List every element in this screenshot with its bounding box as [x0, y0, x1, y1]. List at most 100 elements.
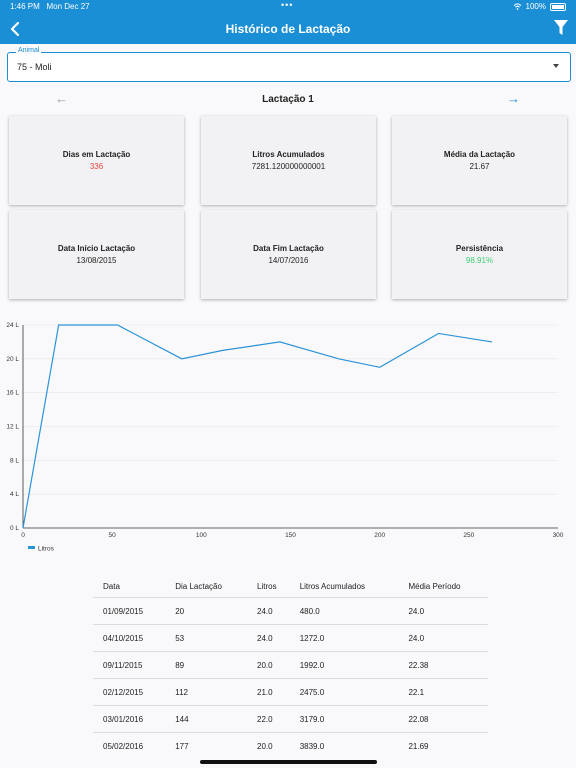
wifi-icon: [513, 3, 521, 10]
chevron-down-icon[interactable]: [553, 64, 559, 68]
lactation-table: Data Dia Lactação Litros Litros Acumulados M…: [93, 575, 488, 759]
series-line-litros: [22, 324, 493, 529]
table-row: 03/01/2016 144 22.0 3179.0 22.08: [93, 705, 488, 733]
card-title: Dias em Lactação: [62, 150, 131, 159]
card-data-inicio: Data Início Lactação 13/08/2015: [9, 210, 184, 299]
table-cell: 22.1: [398, 678, 488, 706]
animal-select-label: Animal: [16, 47, 42, 54]
chevron-left-icon[interactable]: [6, 18, 26, 40]
table-header-cell: Litros Acumulados: [299, 581, 366, 591]
x-tick-label: 300: [553, 532, 564, 539]
table-row: 05/02/2016 177 20.0 3839.0 21.69: [93, 732, 488, 759]
table-cell: 20.0: [247, 651, 290, 679]
y-tick-label: 12 L: [6, 424, 19, 431]
table-cell: 22.38: [398, 651, 488, 679]
y-tick-label: 24 L: [6, 322, 19, 329]
status-time: 1:46 PM: [10, 2, 40, 11]
table-row: 02/12/2015 112 21.0 2475.0 22.1: [93, 678, 488, 706]
y-tick-label: 16 L: [6, 390, 19, 397]
status-bar: 1:46 PM Mon Dec 27 ••• 100%: [0, 0, 576, 14]
table-cell: 53: [165, 624, 248, 652]
x-tick-label: 250: [463, 532, 474, 539]
table-header-cell: Média Período: [408, 581, 461, 591]
x-tick-label: 200: [374, 532, 385, 539]
y-tick-label: 4 L: [10, 491, 19, 498]
legend-label-litros: Litros: [38, 546, 55, 553]
status-time-date: 1:46 PM Mon Dec 27: [10, 2, 90, 11]
arrow-right-icon[interactable]: →: [507, 91, 520, 106]
table-cell: 20.0: [247, 732, 290, 759]
table-row: 04/10/2015 53 24.0 1272.0 24.0: [93, 624, 488, 652]
lactation-title: Lactação 1: [262, 94, 314, 105]
table-cell: 20: [165, 597, 248, 625]
table-cell: 144: [165, 705, 248, 733]
card-title: Média da Lactação: [443, 150, 516, 159]
legend-swatch-litros: [28, 546, 35, 549]
table-cell: 112: [165, 678, 248, 706]
table-cell: 1272.0: [289, 624, 399, 652]
table-cell: 03/01/2016: [93, 705, 166, 733]
table-cell: 21.0: [247, 678, 290, 706]
x-tick-label: 150: [285, 532, 296, 539]
table-row: 01/09/2015 20 24.0 480.0 24.0: [93, 597, 488, 625]
battery-percent: 100%: [525, 2, 546, 11]
table-cell: 02/12/2015: [93, 678, 166, 706]
card-title: Data Início Lactação: [57, 244, 136, 253]
battery-icon: [550, 2, 566, 11]
lactation-line-chart: 0 L 4 L 8 L 12 L 16 L 20 L 24 L 0 50 100 150 200 250…: [6, 322, 564, 553]
filter-icon[interactable]: [554, 20, 568, 36]
table-header-cell: Dia Lactação: [175, 581, 222, 591]
status-date: Mon Dec 27: [46, 2, 90, 11]
card-value: 336: [89, 162, 104, 171]
card-dias-lactacao: Dias em Lactação 336: [9, 116, 184, 205]
table-cell: 01/09/2015: [93, 597, 166, 625]
card-title: Data Fim Lactação: [253, 244, 324, 253]
table-cell: 3839.0: [289, 732, 399, 759]
animal-select-value: 75 - Moli: [17, 62, 52, 72]
table-cell: 2475.0: [289, 678, 399, 706]
table-cell: 24.0: [247, 597, 290, 625]
x-tick-label: 100: [196, 532, 207, 539]
card-title: Persistência: [455, 244, 504, 253]
table-cell: 04/10/2015: [93, 624, 166, 652]
app-bar: Histórico de Lactação: [0, 14, 576, 44]
table-cell: 09/11/2015: [93, 651, 166, 679]
card-media-lactacao: Média da Lactação 21.67: [392, 116, 567, 205]
table-cell: 24.0: [398, 624, 488, 652]
animal-select[interactable]: Animal 75 - Moli: [7, 47, 571, 82]
table-header-row: Data Dia Lactação Litros Litros Acumulados M…: [93, 575, 488, 598]
table-cell: 89: [165, 651, 248, 679]
table-header-cell: Data: [103, 581, 120, 591]
home-indicator[interactable]: [200, 760, 377, 764]
arrow-left-icon[interactable]: ←: [55, 91, 68, 106]
status-right: 100%: [513, 2, 566, 11]
card-persistencia: Persistência 98.91%: [392, 210, 567, 299]
table-cell: 24.0: [398, 597, 488, 625]
table-row: 09/11/2015 89 20.0 1992.0 22.38: [93, 651, 488, 679]
table-header-cell: Litros: [257, 581, 277, 591]
card-data-fim: Data Fim Lactação 14/07/2016: [201, 210, 376, 299]
x-tick-label: 50: [109, 532, 117, 539]
table-cell: 22.0: [247, 705, 290, 733]
table-cell: 1992.0: [289, 651, 399, 679]
card-title: Litros Acumulados: [252, 150, 325, 159]
y-tick-label: 0 L: [10, 525, 19, 532]
lactation-navigator: ← Lactação 1 →: [0, 88, 576, 110]
page-title: Histórico de Lactação: [225, 22, 351, 36]
y-tick-label: 20 L: [6, 356, 19, 363]
table-cell: 05/02/2016: [93, 732, 166, 759]
multitask-dots-icon[interactable]: •••: [281, 0, 294, 10]
card-value: 14/07/2016: [268, 256, 309, 265]
table-cell: 24.0: [247, 624, 290, 652]
card-value: 21.67: [469, 162, 490, 171]
y-tick-label: 8 L: [10, 457, 19, 464]
table-cell: 22.08: [398, 705, 488, 733]
card-litros-acumulados: Litros Acumulados 7281.120000000001: [201, 116, 376, 205]
x-tick-label: 0: [21, 532, 25, 539]
table-cell: 3179.0: [289, 705, 399, 733]
table-cell: 21.69: [398, 732, 488, 759]
card-value: 98.91%: [465, 256, 494, 265]
card-value: 7281.120000000001: [251, 162, 326, 171]
card-value: 13/08/2015: [76, 256, 117, 265]
table-cell: 480.0: [289, 597, 399, 625]
